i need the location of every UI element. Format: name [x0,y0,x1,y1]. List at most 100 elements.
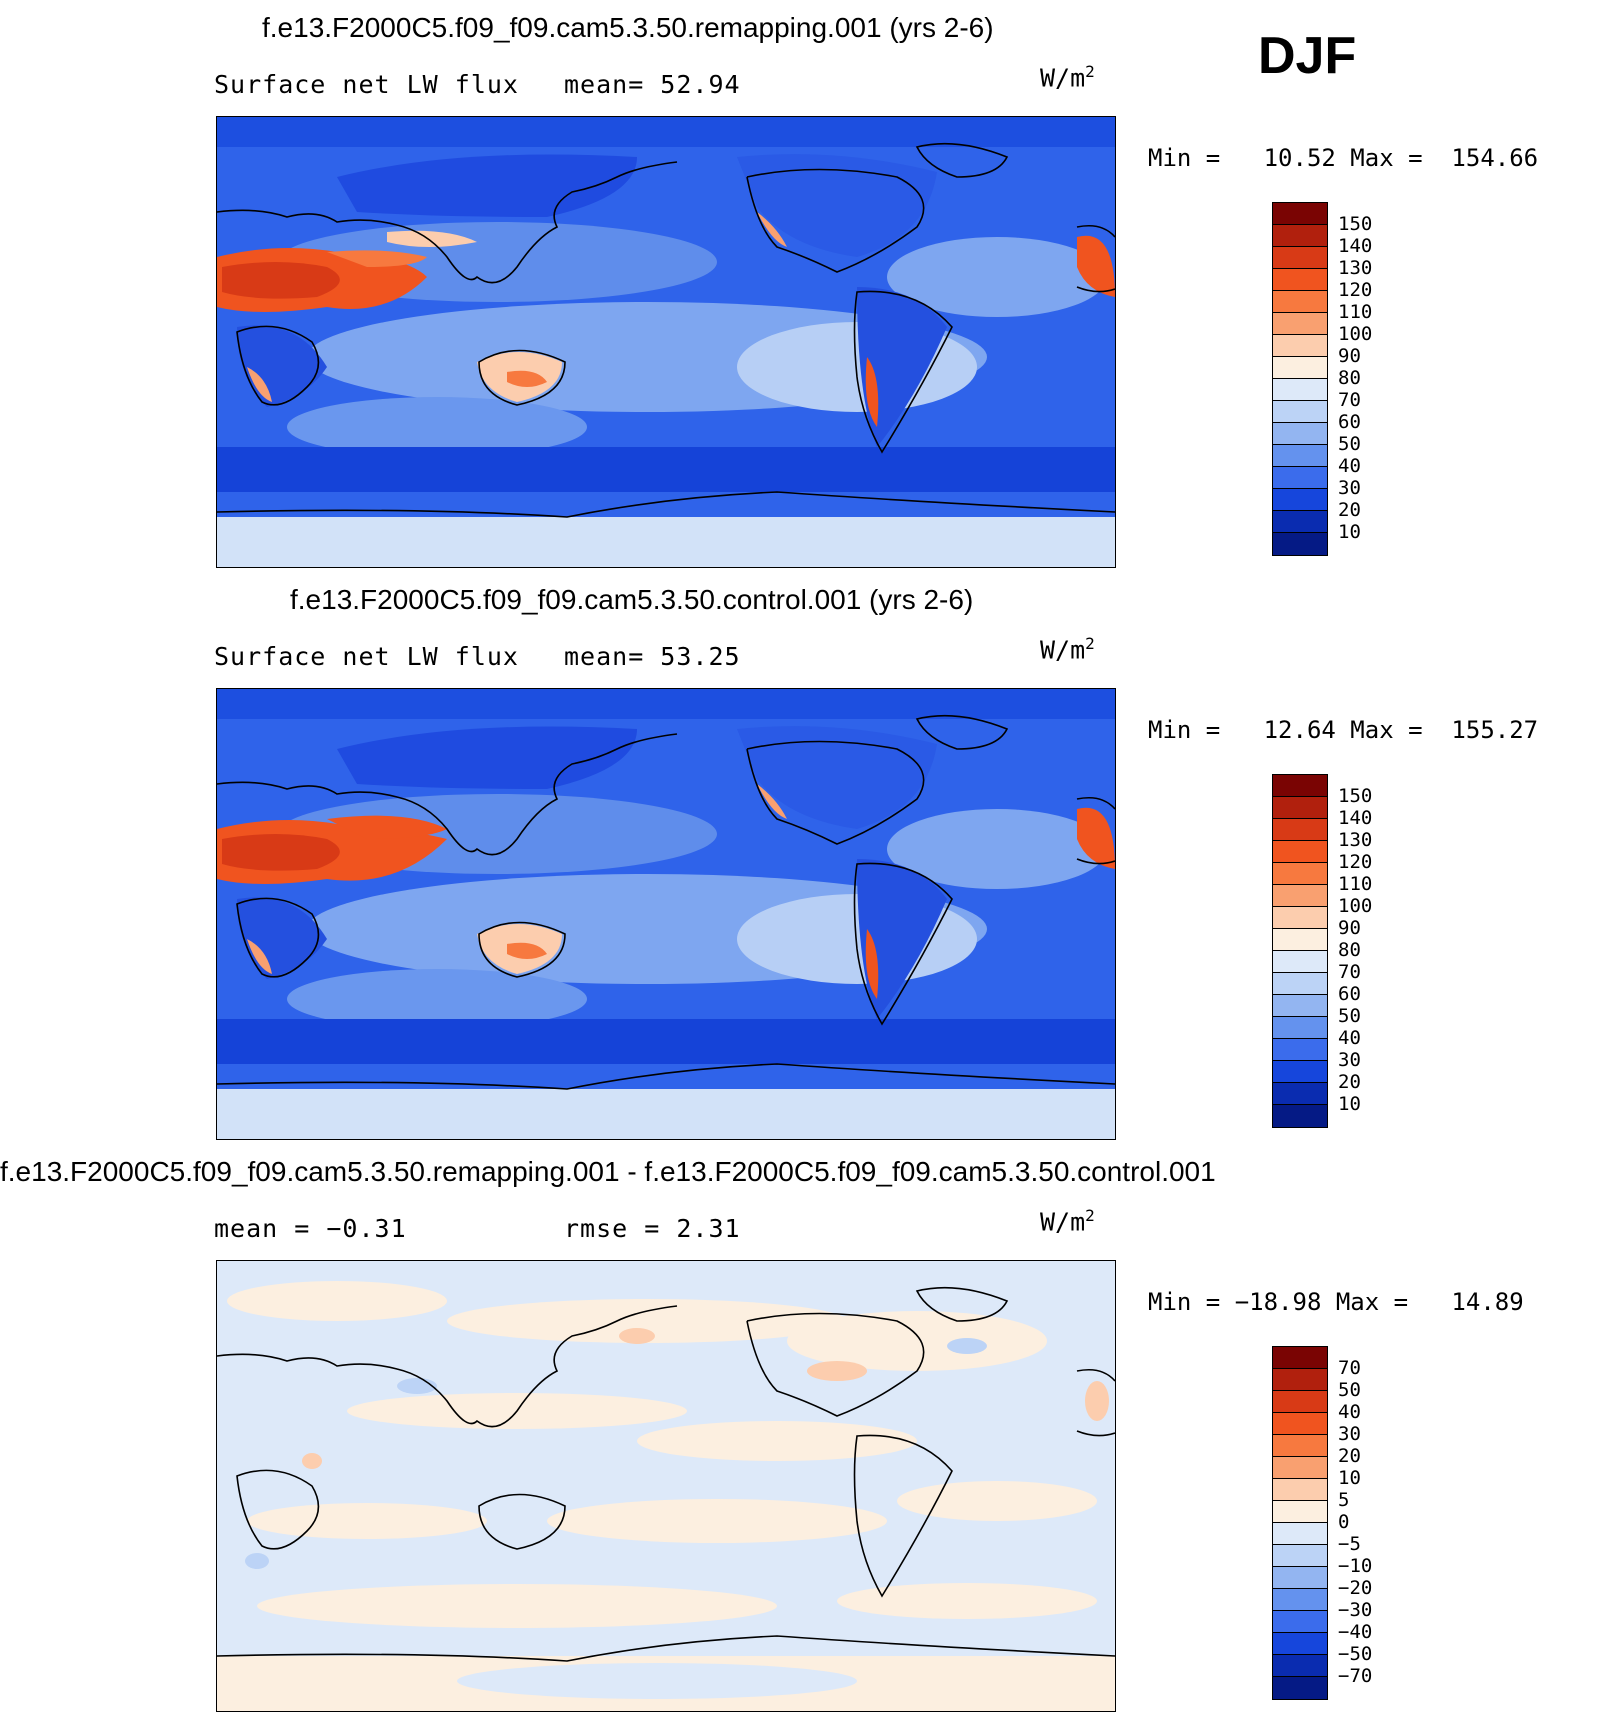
colorbar-tick-label: 100 [1338,895,1373,917]
colorbar-swatch [1273,1479,1327,1501]
colorbar-tick-label: 100 [1338,323,1373,345]
colorbar-tick-label: 40 [1338,1401,1361,1423]
colorbar-tick-label: 20 [1338,499,1361,521]
colorbar-swatch [1273,357,1327,379]
colorbar-swatch [1273,1105,1327,1127]
colorbar-swatch [1273,1061,1327,1083]
colorbar-swatch [1273,1589,1327,1611]
panel-rmse-label: rmse = 2.31 [564,1214,741,1243]
colorbar-tick-label: 60 [1338,983,1361,1005]
colorbar-tick-label: 80 [1338,939,1361,961]
colorbar-tick-label: 20 [1338,1071,1361,1093]
colorbar-swatch [1273,1611,1327,1633]
colorbar-remapping [1272,202,1328,556]
colorbar-swatch [1273,1677,1327,1699]
colorbar-tick-label: 90 [1338,917,1361,939]
colorbar-tick-label: 10 [1338,1467,1361,1489]
colorbar-tick-label: 40 [1338,1027,1361,1049]
colorbar-tick-label: 60 [1338,411,1361,433]
colorbar-swatch [1273,313,1327,335]
colorbar-tick-label: 120 [1338,851,1373,873]
colorbar-tick-label: 50 [1338,433,1361,455]
colorbar-swatch [1273,995,1327,1017]
colorbar-tick-label: 30 [1338,1049,1361,1071]
colorbar-tick-label: 110 [1338,873,1373,895]
panel-minmax: Min = 12.64 Max = 155.27 [1148,716,1539,744]
colorbar-swatch [1273,533,1327,555]
colorbar-swatch [1273,797,1327,819]
colorbar-tick-label: 140 [1338,807,1373,829]
panel-minmax: Min = 10.52 Max = 154.66 [1148,144,1539,172]
colorbar-swatch [1273,379,1327,401]
panel-title-remapping: f.e13.F2000C5.f09_f09.cam5.3.50.remappin… [262,12,994,43]
colorbar-swatch [1273,1347,1327,1369]
colorbar-swatch [1273,1435,1327,1457]
colorbar-swatch [1273,1413,1327,1435]
colorbar-tick-label: −50 [1338,1643,1373,1665]
colorbar-swatch [1273,1545,1327,1567]
colorbar-swatch [1273,841,1327,863]
map-remapping [216,116,1116,568]
world-map-remapping [217,117,1115,567]
panel-minmax: Min = −18.98 Max = 14.89 [1148,1288,1524,1316]
colorbar-tick-label: 70 [1338,961,1361,983]
colorbar-swatch [1273,1369,1327,1391]
colorbar-swatch [1273,775,1327,797]
panel-units: W/m2 [1040,634,1095,665]
colorbar-tick-label: 40 [1338,455,1361,477]
colorbar-tick-label: 5 [1338,1489,1350,1511]
colorbar-tick-label: 110 [1338,301,1373,323]
colorbar-difference [1272,1346,1328,1700]
season-label: DJF [1258,27,1357,85]
colorbar-swatch [1273,973,1327,995]
colorbar-tick-label: 80 [1338,367,1361,389]
panel-field-label: Surface net LW flux [214,70,519,99]
colorbar-swatch [1273,291,1327,313]
colorbar-tick-label: 120 [1338,279,1373,301]
panel-title-control: f.e13.F2000C5.f09_f09.cam5.3.50.control.… [290,584,974,615]
colorbar-swatch [1273,907,1327,929]
colorbar-swatch [1273,489,1327,511]
colorbar-tick-label: 0 [1338,1511,1350,1533]
colorbar-swatch [1273,1083,1327,1105]
colorbar-tick-label: −20 [1338,1577,1373,1599]
world-map-difference [217,1261,1115,1711]
colorbar-tick-label: 70 [1338,389,1361,411]
colorbar-swatch [1273,511,1327,533]
colorbar-tick-label: 140 [1338,235,1373,257]
colorbar-swatch [1273,445,1327,467]
map-difference [216,1260,1116,1712]
colorbar-swatch [1273,1567,1327,1589]
colorbar-swatch [1273,1017,1327,1039]
colorbar-swatch [1273,1523,1327,1545]
colorbar-tick-label: 150 [1338,785,1373,807]
colorbar-tick-label: 150 [1338,213,1373,235]
panel-units: W/m2 [1040,1206,1095,1237]
colorbar-swatch [1273,885,1327,907]
colorbar-tick-label: −40 [1338,1621,1373,1643]
world-map-control [217,689,1115,1139]
colorbar-tick-label: −5 [1338,1533,1361,1555]
colorbar-swatch [1273,1457,1327,1479]
colorbar-tick-label: −10 [1338,1555,1373,1577]
colorbar-tick-label: 10 [1338,1093,1361,1115]
colorbar-tick-label: −30 [1338,1599,1373,1621]
colorbar-control [1272,774,1328,1128]
colorbar-swatch [1273,1391,1327,1413]
colorbar-tick-label: 30 [1338,477,1361,499]
colorbar-swatch [1273,423,1327,445]
colorbar-tick-label: 30 [1338,1423,1361,1445]
colorbar-swatch [1273,203,1327,225]
colorbar-swatch [1273,929,1327,951]
colorbar-tick-label: 50 [1338,1379,1361,1401]
colorbar-swatch [1273,269,1327,291]
colorbar-tick-label: 130 [1338,829,1373,851]
colorbar-tick-label: 50 [1338,1005,1361,1027]
colorbar-tick-label: 130 [1338,257,1373,279]
colorbar-swatch [1273,819,1327,841]
colorbar-tick-label: 90 [1338,345,1361,367]
panel-title-difference: f.e13.F2000C5.f09_f09.cam5.3.50.remappin… [0,1156,1216,1187]
panel-field-label: Surface net LW flux [214,642,519,671]
colorbar-tick-label: −70 [1338,1665,1373,1687]
colorbar-swatch [1273,401,1327,423]
